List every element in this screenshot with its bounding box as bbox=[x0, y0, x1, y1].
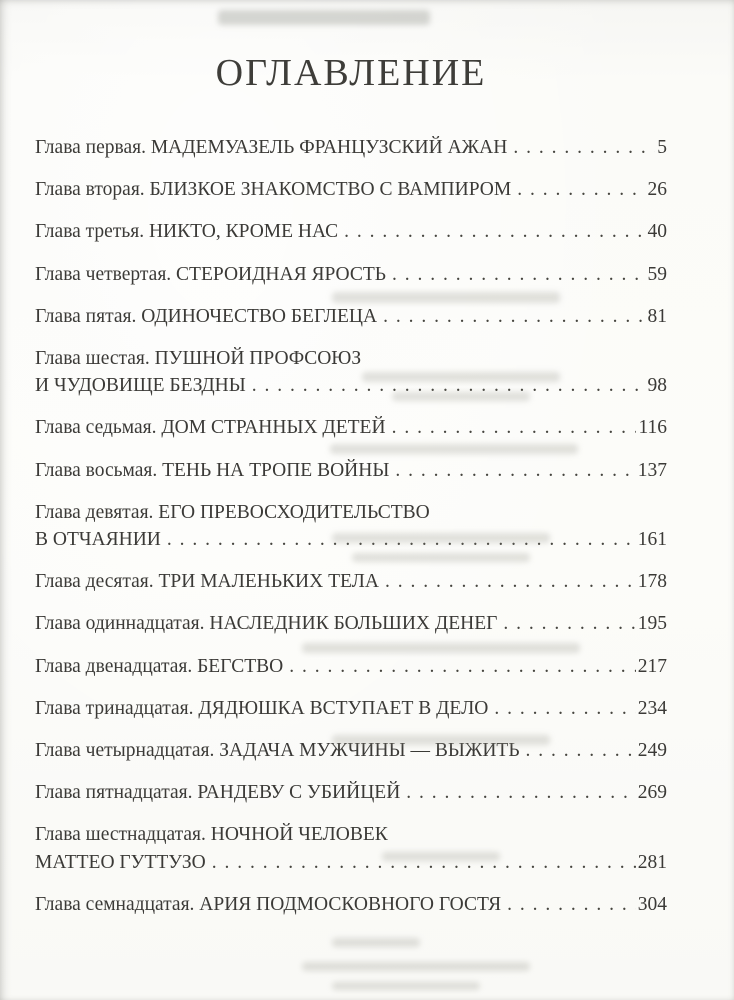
dot-leader bbox=[503, 610, 635, 637]
toc-entry-last-line: Глава двенадцатая. БЕГСТВО 217 bbox=[35, 653, 667, 680]
toc-entry: Глава девятая. ЕГО ПРЕВОСХОДИТЕЛЬСТВО В … bbox=[35, 499, 667, 553]
toc-entry-title: Глава двенадцатая. БЕГСТВО bbox=[35, 655, 284, 677]
toc-entry-last-line: Глава четвертая. СТЕРОИДНАЯ ЯРОСТЬ 59 bbox=[35, 261, 667, 288]
toc-entry-last-line: МАТТЕО ГУТТУЗО 281 bbox=[35, 849, 667, 876]
toc-entry-last-line: Глава десятая. ТРИ МАЛЕНЬКИХ ТЕЛА 178 bbox=[35, 568, 667, 595]
toc-entry-title: Глава третья. НИКТО, КРОМЕ НАС bbox=[35, 221, 339, 243]
toc-entry-last-line: Глава восьмая. ТЕНЬ НА ТРОПЕ ВОЙНЫ 137 bbox=[35, 457, 667, 484]
dot-leader bbox=[344, 218, 645, 245]
toc-entry-last-line: Глава одиннадцатая. НАСЛЕДНИК БОЛЬШИХ ДЕ… bbox=[35, 610, 667, 637]
toc-entry: Глава четвертая. СТЕРОИДНАЯ ЯРОСТЬ 59 bbox=[35, 261, 667, 288]
toc-entry-last-line: Глава тринадцатая. ДЯДЮШКА ВСТУПАЕТ В ДЕ… bbox=[35, 695, 667, 722]
toc-page-number: 234 bbox=[637, 697, 667, 719]
toc-entry-title: Глава тринадцатая. ДЯДЮШКА ВСТУПАЕТ В ДЕ… bbox=[35, 697, 489, 719]
toc-entry: Глава десятая. ТРИ МАЛЕНЬКИХ ТЕЛА 178 bbox=[35, 568, 667, 595]
toc-entry: Глава пятая. ОДИНОЧЕСТВО БЕГЛЕЦА 81 bbox=[35, 303, 667, 330]
dot-leader bbox=[513, 134, 655, 161]
toc-page-number: 281 bbox=[637, 851, 667, 873]
toc-entry-title: Глава вторая. БЛИЗКОЕ ЗНАКОМСТВО С ВАМПИ… bbox=[35, 179, 512, 201]
toc-entry-title: Глава одиннадцатая. НАСЛЕДНИК БОЛЬШИХ ДЕ… bbox=[35, 613, 498, 635]
toc-entry-title: Глава пятнадцатая. РАНДЕВУ С УБИЙЦЕЙ bbox=[35, 782, 401, 804]
toc-entry-title: Глава седьмая. ДОМ СТРАННЫХ ДЕТЕЙ bbox=[35, 417, 386, 439]
toc-entry: Глава седьмая. ДОМ СТРАННЫХ ДЕТЕЙ 116 bbox=[35, 414, 667, 441]
page-showthrough bbox=[302, 962, 530, 971]
dot-leader bbox=[406, 779, 635, 806]
toc-entry: Глава третья. НИКТО, КРОМЕ НАС 40 bbox=[35, 218, 667, 245]
toc-entry-title: Глава четырнадцатая. ЗАДАЧА МУЖЧИНЫ — ВЫ… bbox=[35, 740, 520, 762]
dot-leader bbox=[494, 695, 635, 722]
dot-leader bbox=[507, 891, 636, 918]
toc-entry-last-line: Глава пятнадцатая. РАНДЕВУ С УБИЙЦЕЙ 269 bbox=[35, 779, 667, 806]
toc-entry-title: Глава десятая. ТРИ МАЛЕНЬКИХ ТЕЛА bbox=[35, 571, 379, 593]
dot-leader bbox=[212, 849, 636, 876]
dot-leader bbox=[252, 372, 646, 399]
toc-entry: Глава первая. МАДЕМУАЗЕЛЬ ФРАНЦУЗСКИЙ АЖ… bbox=[35, 134, 667, 161]
toc-page-number: 40 bbox=[647, 221, 668, 243]
toc-entry: Глава шестая. ПУШНОЙ ПРОФСОЮЗ И ЧУДОВИЩЕ… bbox=[35, 345, 667, 399]
toc-page-number: 98 bbox=[647, 375, 668, 397]
dot-leader bbox=[289, 653, 636, 680]
toc-entry: Глава восьмая. ТЕНЬ НА ТРОПЕ ВОЙНЫ 137 bbox=[35, 457, 667, 484]
dot-leader bbox=[526, 737, 636, 764]
toc-page-number: 161 bbox=[637, 529, 667, 551]
dot-leader bbox=[392, 261, 646, 288]
toc-list: Глава первая. МАДЕМУАЗЕЛЬ ФРАНЦУЗСКИЙ АЖ… bbox=[35, 134, 667, 918]
toc-entry-title: Глава семнадцатая. АРИЯ ПОДМОСКОВНОГО ГО… bbox=[35, 893, 502, 915]
toc-entry-last-line: Глава третья. НИКТО, КРОМЕ НАС 40 bbox=[35, 218, 667, 245]
toc-page-number: 116 bbox=[638, 417, 667, 439]
toc-entry-last-line: И ЧУДОВИЩЕ БЕЗДНЫ 98 bbox=[35, 372, 667, 399]
page-showthrough bbox=[332, 938, 420, 947]
toc-entry-last-line: Глава первая. МАДЕМУАЗЕЛЬ ФРАНЦУЗСКИЙ АЖ… bbox=[35, 134, 667, 161]
toc-page-number: 217 bbox=[637, 655, 667, 677]
toc-entry-last-line: В ОТЧАЯНИИ 161 bbox=[35, 526, 667, 553]
toc-entry: Глава одиннадцатая. НАСЛЕДНИК БОЛЬШИХ ДЕ… bbox=[35, 610, 667, 637]
toc-entry: Глава семнадцатая. АРИЯ ПОДМОСКОВНОГО ГО… bbox=[35, 891, 667, 918]
toc-entry-title: МАТТЕО ГУТТУЗО bbox=[35, 851, 206, 873]
dot-leader bbox=[517, 176, 645, 203]
dot-leader bbox=[167, 526, 636, 553]
toc-entry-title: И ЧУДОВИЩЕ БЕЗДНЫ bbox=[35, 375, 246, 397]
toc-entry-last-line: Глава семнадцатая. АРИЯ ПОДМОСКОВНОГО ГО… bbox=[35, 891, 667, 918]
toc-entry: Глава четырнадцатая. ЗАДАЧА МУЖЧИНЫ — ВЫ… bbox=[35, 737, 667, 764]
toc-entry: Глава шестнадцатая. НОЧНОЙ ЧЕЛОВЕК МАТТЕ… bbox=[35, 821, 667, 875]
toc-entry: Глава тринадцатая. ДЯДЮШКА ВСТУПАЕТ В ДЕ… bbox=[35, 695, 667, 722]
toc-entry-line: Глава шестнадцатая. НОЧНОЙ ЧЕЛОВЕК bbox=[35, 824, 388, 846]
toc-entry-last-line: Глава пятая. ОДИНОЧЕСТВО БЕГЛЕЦА 81 bbox=[35, 303, 667, 330]
toc-page-number: 249 bbox=[637, 740, 667, 762]
toc-entry: Глава вторая. БЛИЗКОЕ ЗНАКОМСТВО С ВАМПИ… bbox=[35, 176, 667, 203]
toc-entry-last-line: Глава четырнадцатая. ЗАДАЧА МУЖЧИНЫ — ВЫ… bbox=[35, 737, 667, 764]
page-title: ОГЛАВЛЕНИЕ bbox=[215, 52, 487, 94]
toc-page-number: 5 bbox=[657, 137, 667, 158]
toc-page-number: 195 bbox=[637, 613, 667, 635]
toc-entry: Глава двенадцатая. БЕГСТВО 217 bbox=[35, 653, 667, 680]
toc-page-number: 178 bbox=[637, 571, 667, 593]
dot-leader bbox=[395, 457, 635, 484]
toc-page-number: 26 bbox=[647, 179, 668, 201]
toc-page-number: 137 bbox=[637, 459, 667, 481]
toc-entry-title: Глава первая. МАДЕМУАЗЕЛЬ ФРАНЦУЗСКИЙ АЖ… bbox=[35, 137, 508, 158]
toc-entry-last-line: Глава седьмая. ДОМ СТРАННЫХ ДЕТЕЙ 116 bbox=[35, 414, 667, 441]
toc-entry-title: Глава восьмая. ТЕНЬ НА ТРОПЕ ВОЙНЫ bbox=[35, 459, 390, 481]
toc-entry-line: Глава девятая. ЕГО ПРЕВОСХОДИТЕЛЬСТВО bbox=[35, 501, 430, 523]
toc-page-number: 81 bbox=[647, 305, 668, 327]
toc-entry: Глава пятнадцатая. РАНДЕВУ С УБИЙЦЕЙ 269 bbox=[35, 779, 667, 806]
page-showthrough bbox=[332, 982, 480, 990]
dot-leader bbox=[392, 414, 637, 441]
toc-entry-title: Глава пятая. ОДИНОЧЕСТВО БЕГЛЕЦА bbox=[35, 305, 378, 327]
toc-entry-title: В ОТЧАЯНИИ bbox=[35, 529, 161, 551]
toc-page-number: 304 bbox=[637, 893, 667, 915]
toc-entry-title: Глава четвертая. СТЕРОИДНАЯ ЯРОСТЬ bbox=[35, 263, 386, 285]
toc-page-number: 59 bbox=[647, 263, 668, 285]
dot-leader bbox=[385, 568, 636, 595]
toc-entry-last-line: Глава вторая. БЛИЗКОЕ ЗНАКОМСТВО С ВАМПИ… bbox=[35, 176, 667, 203]
dot-leader bbox=[383, 303, 645, 330]
toc-entry-line: Глава шестая. ПУШНОЙ ПРОФСОЮЗ bbox=[35, 348, 362, 370]
toc-page-number: 269 bbox=[637, 782, 667, 804]
